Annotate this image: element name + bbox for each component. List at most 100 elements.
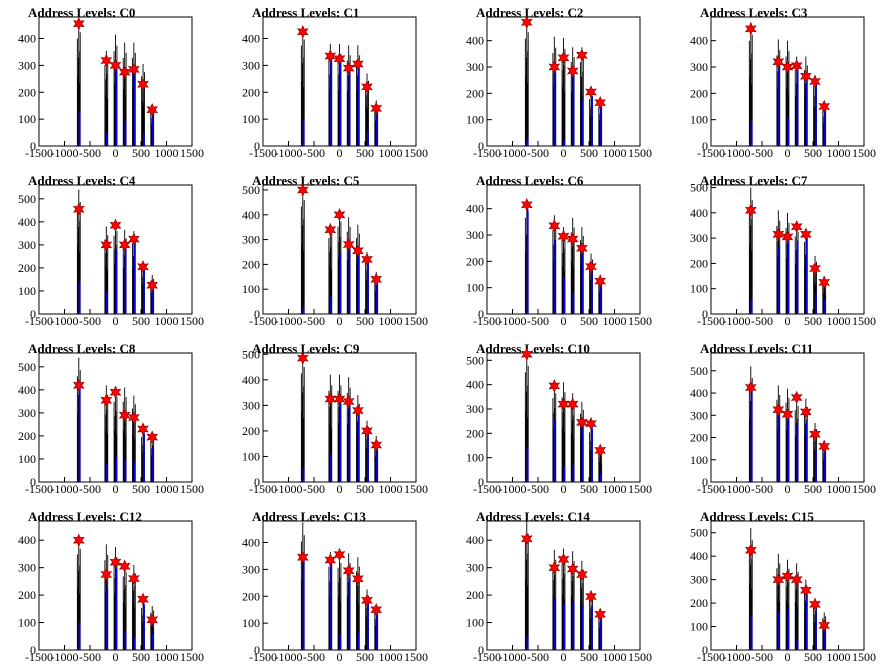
peak-marker [576, 567, 588, 582]
histogram-panel: Address Levels: C2 0 100 200 300 400 -1500 -100… [448, 0, 672, 168]
peak-marker [361, 252, 373, 267]
peak-marker [520, 197, 533, 212]
x-tick-label: -1000 [275, 314, 303, 328]
x-tick-label: -1000 [275, 482, 303, 496]
x-tick-label: 0 [113, 482, 119, 496]
x-tick-label: 1000 [379, 482, 403, 496]
peak-marker [800, 69, 812, 83]
chart-canvas: 0 100 200 300 400 -1500-1000 -500 0 500 1000 1500 [242, 520, 428, 664]
peak-marker [772, 227, 785, 242]
peak-marker [566, 64, 579, 78]
peak-marker [72, 533, 85, 547]
y-tick-label: 300 [242, 233, 260, 247]
peak-marker [576, 48, 588, 62]
peak-marker [128, 410, 140, 425]
peak-marker [790, 390, 803, 405]
x-tick-label: 0 [113, 146, 119, 160]
y-tick-label: 400 [18, 215, 36, 229]
y-tick-label: 200 [690, 431, 708, 445]
peak-marker [100, 238, 113, 252]
x-tick-label: -1000 [723, 650, 751, 664]
peak-marker [585, 589, 597, 604]
peak-marker [566, 232, 579, 246]
chart-title: Address Levels: C7 [700, 173, 808, 188]
y-tick-label: 200 [466, 86, 484, 100]
peak-marker [772, 55, 785, 69]
peak-marker [557, 229, 570, 244]
chart-title: Address Levels: C11 [700, 341, 814, 356]
y-tick-label: 400 [242, 373, 260, 387]
x-tick-label: -1000 [723, 482, 751, 496]
peak-marker [352, 57, 364, 71]
chart-canvas: 0 100 200 300 400 500 -1500-1000 -500 0 500 1000 15… [18, 184, 204, 328]
y-tick-label: 0 [254, 139, 260, 153]
peak-marker [333, 208, 346, 222]
peak-marker [118, 65, 131, 79]
y-tick-label: 200 [242, 424, 260, 438]
peak-marker [744, 22, 757, 36]
peak-marker [557, 51, 570, 65]
chart-canvas: 0 100 200 300 400 -1500-1000 -500 0 500 1000 1500 [466, 520, 652, 664]
y-tick-label: 400 [690, 206, 708, 220]
y-tick-label: 0 [478, 475, 484, 489]
x-tick-label: 0 [337, 482, 343, 496]
y-tick-label: 100 [18, 112, 36, 126]
histogram-panel: Address Levels: C1 0 100 200 300 400 -1500 -100… [224, 0, 448, 168]
x-tick-label: -500 [751, 314, 773, 328]
peak-marker [548, 560, 561, 575]
peak-marker [72, 202, 85, 216]
x-tick-label: -1500 [249, 650, 277, 664]
chart-canvas: 0 100 200 300 400 -1500-1000 -500 0 500 1000 1500 [18, 520, 204, 664]
y-tick-label: 400 [242, 32, 260, 46]
y-tick-label: 100 [466, 451, 484, 465]
y-tick-label: 200 [242, 85, 260, 99]
y-tick-label: 400 [466, 378, 484, 392]
x-tick-label: 1000 [827, 314, 851, 328]
peak-marker [137, 260, 149, 274]
x-tick-label: 1500 [628, 146, 652, 160]
y-tick-label: 200 [466, 588, 484, 602]
peak-marker [342, 563, 355, 578]
y-tick-label: 200 [242, 257, 260, 271]
y-tick-label: 200 [18, 261, 36, 275]
x-tick-label: 1500 [180, 482, 204, 496]
y-tick-label: 100 [466, 616, 484, 630]
y-tick-label: 0 [30, 307, 36, 321]
peak-marker [809, 597, 821, 612]
y-tick-label: 100 [690, 282, 708, 296]
y-tick-label: 500 [242, 347, 260, 361]
peak-marker [790, 58, 803, 73]
y-tick-label: 200 [18, 429, 36, 443]
peak-marker [370, 101, 383, 116]
chart-title: Address Levels: C3 [700, 5, 808, 20]
y-tick-label: 200 [18, 588, 36, 602]
y-tick-label: 300 [466, 561, 484, 575]
x-tick-label: 1500 [852, 482, 876, 496]
y-tick-label: 200 [690, 256, 708, 270]
peak-marker [818, 439, 831, 454]
histogram-panel: Address Levels: C3 0 100 200 300 400 -1500 -100… [672, 0, 896, 168]
x-tick-label: -1500 [25, 146, 53, 160]
peak-marker [818, 99, 831, 114]
y-tick-label: 400 [242, 536, 260, 550]
y-tick-label: 100 [18, 284, 36, 298]
chart-title: Address Levels: C6 [476, 173, 584, 188]
peak-marker [781, 407, 794, 421]
x-tick-label: -1000 [723, 146, 751, 160]
histogram-panel: Address Levels: C10 0 100 200 300 400 500 -1500… [448, 336, 672, 504]
peak-marker [100, 53, 113, 68]
x-tick-label: 1500 [404, 314, 428, 328]
x-tick-label: -500 [751, 650, 773, 664]
x-tick-label: -1000 [51, 482, 79, 496]
x-tick-label: -500 [303, 650, 325, 664]
y-tick-label: 300 [242, 562, 260, 576]
peak-marker [118, 238, 131, 252]
x-tick-label: 1500 [852, 650, 876, 664]
peak-marker [818, 618, 831, 633]
y-tick-label: 200 [690, 596, 708, 610]
x-tick-label: 500 [132, 146, 150, 160]
x-tick-label: -500 [303, 146, 325, 160]
peak-marker [100, 393, 113, 407]
y-tick-label: 300 [18, 58, 36, 72]
